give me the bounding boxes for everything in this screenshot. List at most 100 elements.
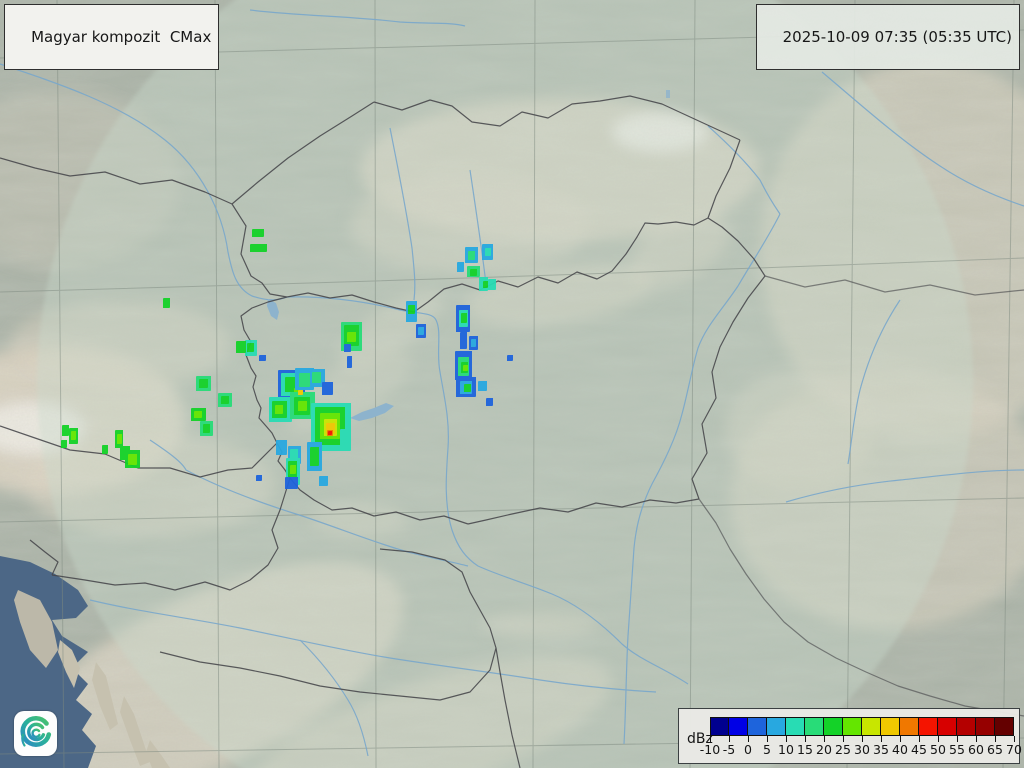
radar-echo-cell — [347, 332, 356, 342]
radar-echo-cell — [347, 356, 352, 368]
border-cz-sk — [231, 101, 375, 205]
river-vah — [389, 127, 416, 301]
radar-echo-cell — [299, 373, 310, 387]
border-hu-ua-ro — [691, 217, 766, 500]
island — [146, 740, 170, 768]
legend-tick-label: -10 — [699, 742, 721, 757]
timestamp-box: 2025-10-09 07:35 (05:35 UTC) — [755, 4, 1020, 70]
radar-echo-cell — [290, 465, 296, 474]
radar-echo-cell — [312, 372, 321, 383]
border-hu-rs — [467, 498, 700, 525]
border-ua-ro — [764, 275, 1024, 296]
radar-echo-cell — [471, 339, 476, 347]
lake-neusiedl — [267, 299, 279, 320]
legend-tick-label: 30 — [854, 742, 870, 757]
island — [92, 662, 118, 730]
legend-tick-label: 70 — [1006, 742, 1022, 757]
radar-echo-cell — [71, 431, 76, 440]
legend-tick-label: -5 — [722, 742, 736, 757]
radar-echo-cell — [483, 281, 488, 288]
radar-echo-cell — [259, 355, 266, 361]
radar-echo-cell — [319, 476, 328, 486]
border-hr-rs — [495, 647, 521, 768]
legend-color-cell — [900, 717, 919, 736]
legend-color-cell — [938, 717, 957, 736]
radar-echo-cell — [486, 398, 493, 406]
legend-color-cell — [976, 717, 995, 736]
radar-echo-cell — [470, 269, 477, 276]
border-at-sk — [231, 203, 288, 298]
radar-echo-cell — [250, 244, 267, 252]
legend-tickmarks — [710, 736, 1015, 742]
legend-tick-label: 55 — [949, 742, 965, 757]
radar-echo-cell — [310, 447, 319, 466]
radar-echo-cell — [285, 477, 298, 489]
lake-tatra — [666, 90, 670, 98]
legend-color-cell — [862, 717, 881, 736]
legend-color-cell — [881, 717, 900, 736]
radar-echo-cell — [468, 251, 475, 260]
radar-echo-cell — [340, 429, 351, 446]
radar-echo-cell — [488, 279, 496, 290]
river-transylvania — [847, 299, 901, 465]
river-maros — [785, 469, 1024, 503]
legend-tick-label: 40 — [892, 742, 908, 757]
product-title-box: Magyar kompozit CMax — [4, 4, 220, 70]
radar-echo-cell — [276, 440, 287, 455]
legend-unit-label: dBz — [687, 731, 713, 747]
legend-tick-label: 50 — [930, 742, 946, 757]
legend-tick-label: 25 — [835, 742, 851, 757]
radar-echo-cell — [485, 248, 491, 256]
radar-echo-cell — [128, 454, 137, 465]
radar-echo-cell — [247, 343, 254, 352]
legend-tick-label: 10 — [778, 742, 794, 757]
border-cz-at — [0, 157, 233, 205]
radar-echo-cell — [460, 332, 467, 349]
dbz-legend: dBz -10 -5 0 5 10 15 20 25 30 35 40 45 50 55 60 65 70 — [678, 708, 1022, 764]
border-hu-hr — [289, 477, 469, 525]
radar-echo-cell — [298, 390, 303, 395]
radar-echo-cell — [463, 365, 468, 371]
radar-echo-cell — [194, 411, 202, 418]
radar-echo-cell — [203, 424, 210, 433]
radar-echo-cell — [461, 313, 467, 323]
radar-echo-cell — [478, 381, 487, 391]
legend-color-cell — [824, 717, 843, 736]
lake-balaton — [350, 403, 394, 421]
border-sk-pl — [373, 95, 741, 141]
legend-color-cell — [729, 717, 748, 736]
legend-tick-label: 0 — [744, 742, 752, 757]
radar-echo-cell — [252, 229, 264, 237]
radar-echo-cell — [236, 341, 246, 353]
border-sk-hu — [286, 217, 709, 313]
radar-echo-cell — [298, 401, 307, 411]
island — [58, 640, 80, 688]
hungaromet-swirl-logo — [14, 711, 57, 756]
border-hr-ba — [159, 548, 497, 701]
radar-echo-cell — [328, 431, 332, 435]
legend-tick-label: 65 — [987, 742, 1003, 757]
legend-tick-label: 5 — [763, 742, 771, 757]
radar-echo-cell — [117, 434, 122, 444]
river-morava — [249, 9, 466, 27]
radar-echo-cell — [275, 405, 283, 414]
legend-color-cell — [767, 717, 786, 736]
border-rs-ro — [698, 498, 1024, 717]
istria-peninsula — [14, 590, 58, 668]
legend-ramp — [710, 717, 1014, 736]
island — [120, 696, 150, 766]
radar-echo-cell — [418, 327, 424, 335]
legend-tick-label: 60 — [968, 742, 984, 757]
border-layer — [0, 95, 1024, 768]
radar-echo-cell — [457, 262, 464, 272]
legend-color-cell — [995, 717, 1014, 736]
legend-color-cell — [957, 717, 976, 736]
legend-ticks: -10 -5 0 5 10 15 20 25 30 35 40 45 50 55 60 65 70 — [700, 742, 1022, 758]
river-ukraine — [821, 71, 1024, 207]
radar-echo-cell — [62, 425, 69, 436]
radar-coverage-circle — [37, 0, 973, 768]
river-bosnia — [299, 639, 369, 757]
radar-echo-cell — [61, 440, 67, 448]
